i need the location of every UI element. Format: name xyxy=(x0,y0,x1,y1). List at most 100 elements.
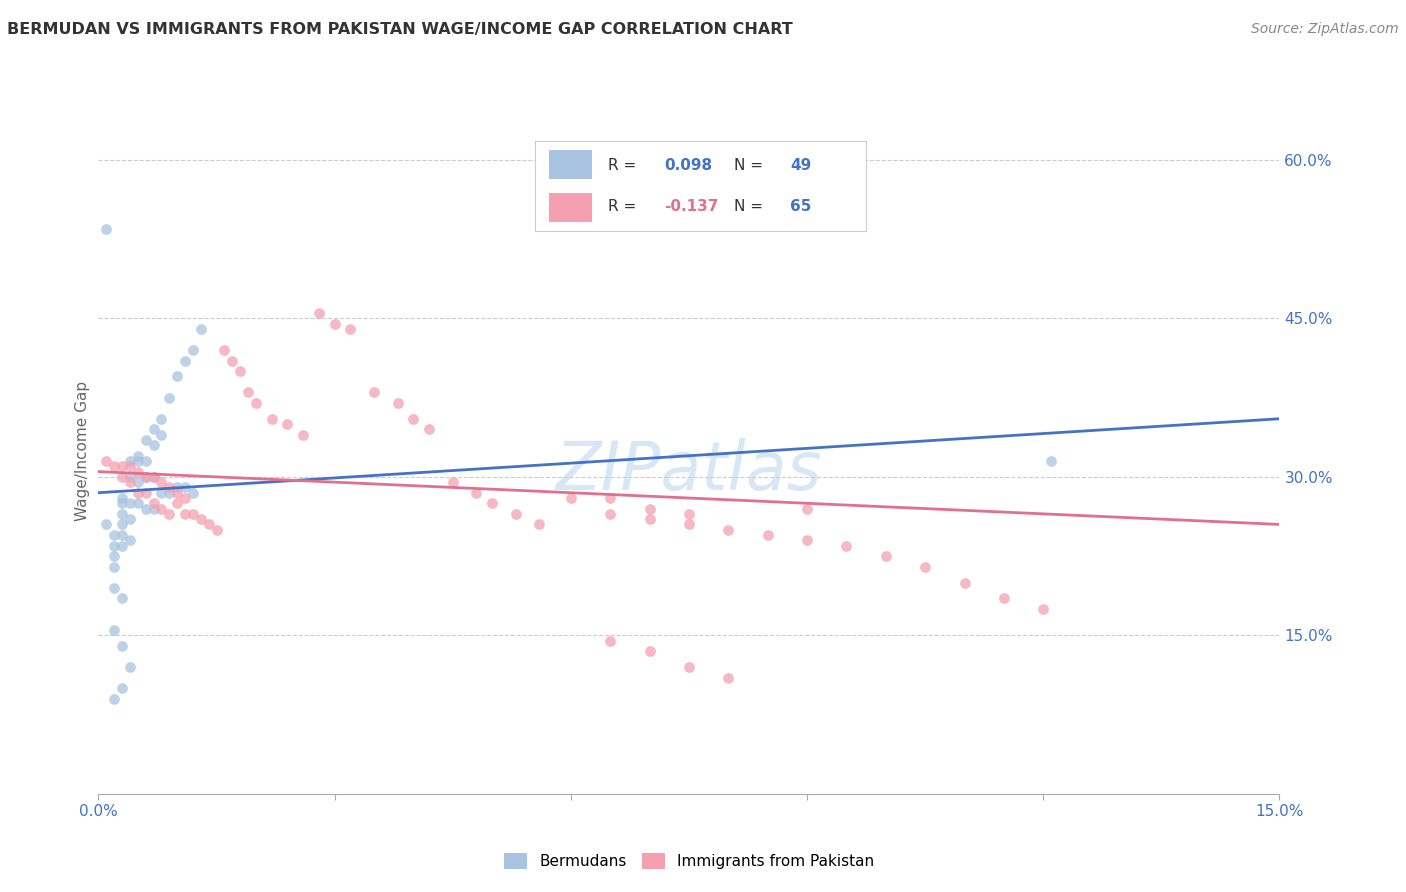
Point xyxy=(118,475,141,490)
Point xyxy=(529,517,551,532)
Point xyxy=(166,496,188,510)
Point xyxy=(308,306,330,320)
Point xyxy=(441,475,464,490)
Point xyxy=(157,480,180,494)
Point xyxy=(953,575,976,590)
Point xyxy=(166,480,188,494)
Point xyxy=(363,385,385,400)
Point xyxy=(111,528,134,542)
Point xyxy=(142,470,165,484)
Point xyxy=(157,485,180,500)
Point xyxy=(127,465,149,479)
Point xyxy=(103,459,125,474)
Point xyxy=(599,633,621,648)
Point xyxy=(150,485,173,500)
Point xyxy=(260,411,283,425)
Point xyxy=(111,459,134,474)
Point xyxy=(229,364,252,378)
Point xyxy=(638,512,661,526)
Point xyxy=(157,507,180,521)
Point xyxy=(111,507,134,521)
Point xyxy=(103,549,125,563)
Point xyxy=(387,396,409,410)
Point xyxy=(118,470,141,484)
Point xyxy=(1040,454,1063,468)
Point xyxy=(276,417,298,431)
Point xyxy=(111,639,134,653)
Point xyxy=(205,523,228,537)
Point xyxy=(481,496,503,510)
Point xyxy=(103,691,125,706)
Point xyxy=(236,385,259,400)
Point xyxy=(638,501,661,516)
Point xyxy=(678,507,700,521)
Point xyxy=(96,221,118,235)
Point xyxy=(142,501,165,516)
Point xyxy=(96,454,118,468)
Point xyxy=(135,454,157,468)
Point xyxy=(221,353,243,368)
Point xyxy=(181,485,204,500)
Point xyxy=(111,496,134,510)
Point xyxy=(118,660,141,674)
Point xyxy=(127,485,149,500)
Point xyxy=(174,353,197,368)
Point xyxy=(118,512,141,526)
Point xyxy=(103,623,125,637)
Point xyxy=(135,470,157,484)
Point xyxy=(181,343,204,357)
Point xyxy=(118,459,141,474)
Point xyxy=(875,549,897,563)
Point xyxy=(142,470,165,484)
Point xyxy=(111,539,134,553)
Point xyxy=(418,422,440,436)
Point xyxy=(190,322,212,336)
Point xyxy=(174,507,197,521)
Point xyxy=(127,475,149,490)
Point xyxy=(190,512,212,526)
Point xyxy=(150,411,173,425)
Point xyxy=(245,396,267,410)
Point xyxy=(118,496,141,510)
Point xyxy=(1032,602,1054,616)
Point xyxy=(103,559,125,574)
Point xyxy=(96,517,118,532)
Point xyxy=(111,491,134,505)
Point xyxy=(181,507,204,521)
Point xyxy=(402,411,425,425)
Point xyxy=(638,644,661,658)
Point xyxy=(127,454,149,468)
Point xyxy=(150,501,173,516)
Point xyxy=(505,507,527,521)
Point xyxy=(756,528,779,542)
Point xyxy=(127,449,149,463)
Point xyxy=(118,533,141,548)
Point xyxy=(717,671,740,685)
Point xyxy=(993,591,1015,606)
Point xyxy=(157,391,180,405)
Point xyxy=(118,454,141,468)
Point xyxy=(135,433,157,447)
Point xyxy=(796,533,818,548)
Point xyxy=(150,475,173,490)
Point xyxy=(835,539,858,553)
Point xyxy=(150,427,173,442)
Point xyxy=(166,369,188,384)
Point xyxy=(174,491,197,505)
Point xyxy=(166,485,188,500)
Point xyxy=(142,496,165,510)
Point xyxy=(678,517,700,532)
Point xyxy=(111,681,134,696)
Point xyxy=(465,485,488,500)
Point xyxy=(560,491,582,505)
Point xyxy=(796,501,818,516)
Point xyxy=(174,480,197,494)
Point xyxy=(111,517,134,532)
Point xyxy=(214,343,236,357)
Point xyxy=(135,485,157,500)
Point xyxy=(142,438,165,452)
Point xyxy=(135,470,157,484)
Point xyxy=(127,496,149,510)
Point xyxy=(599,507,621,521)
Point xyxy=(103,539,125,553)
